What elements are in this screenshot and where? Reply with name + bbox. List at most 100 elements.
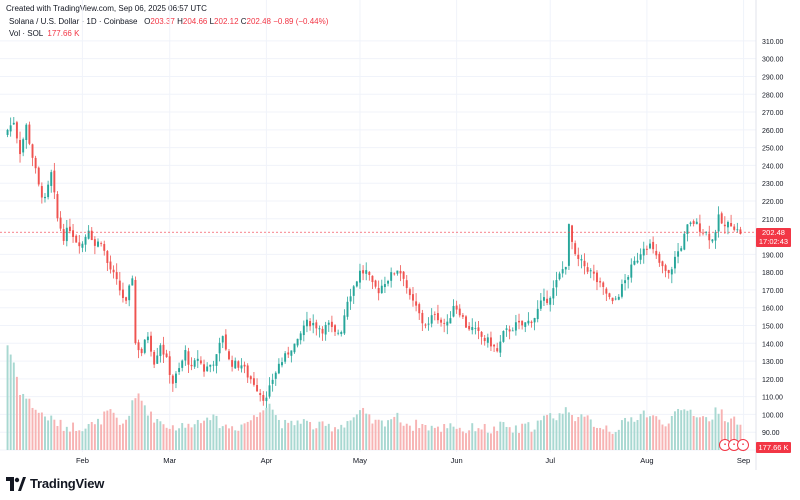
- volume-bar: [670, 416, 673, 450]
- candle-body: [611, 297, 614, 302]
- candle-body: [140, 348, 143, 354]
- volume-bar: [412, 430, 414, 450]
- volume-bar: [115, 417, 118, 450]
- volume-bar: [274, 415, 277, 450]
- candle-body: [608, 293, 611, 297]
- volume-bar: [692, 415, 695, 450]
- volume-bar: [268, 403, 271, 450]
- volume-bar: [324, 425, 327, 450]
- price-tick-label: 110.00: [762, 395, 783, 402]
- candle-body: [212, 364, 215, 366]
- volume-bar: [723, 421, 726, 450]
- volume-bar: [645, 417, 648, 450]
- volume-bar: [380, 420, 383, 450]
- candle-body: [393, 273, 396, 275]
- volume-bar: [726, 422, 729, 450]
- volume-bar: [174, 430, 177, 450]
- volume-bar: [474, 431, 477, 450]
- tradingview-logo-icon: [6, 476, 26, 491]
- candle-body: [636, 260, 639, 263]
- candle-body: [405, 280, 408, 288]
- volume-bar: [493, 426, 496, 450]
- candle-body: [739, 229, 742, 234]
- volume-bar: [203, 420, 206, 450]
- volume-bar: [546, 414, 549, 450]
- volume-bars: [6, 345, 742, 450]
- volume-bar: [430, 425, 433, 450]
- candle-body: [321, 328, 324, 334]
- volume-bar: [146, 415, 149, 450]
- volume-bar: [97, 418, 99, 450]
- volume-bar: [259, 412, 262, 450]
- volume-bar: [143, 405, 146, 450]
- candle-body: [44, 196, 46, 199]
- candle-body: [181, 360, 184, 368]
- volume-bar: [284, 419, 287, 450]
- candle-body: [305, 319, 308, 327]
- candle-body: [81, 243, 84, 248]
- low-value: 202.12: [214, 17, 239, 26]
- volume-bar: [390, 419, 393, 450]
- time-tick-label: Jul: [545, 456, 555, 465]
- tradingview-logo[interactable]: TradingView: [6, 476, 104, 491]
- candle-body: [673, 256, 676, 269]
- candle-body: [365, 270, 368, 274]
- volume-bar: [514, 425, 517, 450]
- candle-body: [683, 233, 686, 250]
- volume-bar: [199, 423, 202, 450]
- volume-bar: [321, 421, 324, 450]
- price-chart[interactable]: 80.0090.00100.00110.00120.00130.00140.00…: [0, 0, 800, 470]
- volume-bar: [271, 409, 274, 450]
- volume-bar: [658, 419, 661, 450]
- volume-bar: [518, 432, 520, 450]
- volume-bar: [524, 423, 527, 450]
- candle-body: [380, 285, 383, 294]
- volume-bar: [118, 424, 121, 450]
- candle-body: [209, 364, 212, 367]
- volume-bar: [461, 431, 464, 450]
- ohlc-legend: Solana / U.S. Dollar · 1D · Coinbase O20…: [9, 17, 328, 26]
- candle-body: [730, 223, 733, 227]
- volume-bar: [583, 416, 586, 450]
- volume-bar: [40, 412, 43, 450]
- volume-bar: [377, 419, 380, 450]
- volume-bar: [243, 423, 246, 450]
- volume-bar: [571, 415, 574, 450]
- candle-body: [714, 232, 717, 241]
- volume-bar: [355, 414, 358, 450]
- candle-body: [281, 362, 283, 366]
- volume-bar: [387, 420, 390, 450]
- candle-body: [9, 125, 12, 132]
- candle-body: [125, 297, 128, 301]
- candle-body: [655, 250, 658, 256]
- volume-bar: [471, 423, 474, 450]
- high-value: 204.66: [182, 17, 208, 26]
- candle-body: [561, 269, 564, 274]
- volume-bar: [50, 415, 53, 450]
- candle-body: [168, 356, 171, 375]
- candle-body: [287, 352, 290, 355]
- price-tick-label: 160.00: [762, 306, 784, 313]
- price-tick-label: 270.00: [762, 110, 784, 117]
- calendar-icon[interactable]: ▪: [737, 439, 749, 451]
- candle-body: [330, 321, 333, 327]
- volume-bar: [605, 425, 608, 450]
- volume-bar: [365, 413, 368, 450]
- volume-bar: [673, 411, 676, 450]
- volume-bar: [686, 410, 689, 450]
- volume-bar: [352, 417, 355, 450]
- price-tick-label: 230.00: [762, 181, 784, 188]
- candle-body: [471, 327, 474, 331]
- volume-bar: [334, 427, 336, 450]
- time-tick-label: May: [353, 456, 367, 465]
- event-icons[interactable]: ▪ ▪ ▪: [719, 439, 749, 451]
- close-label: C: [240, 17, 247, 26]
- volume-bar: [34, 409, 37, 450]
- volume-bar: [533, 429, 536, 450]
- volume-bar: [305, 420, 308, 450]
- candle-body: [511, 330, 514, 332]
- candle-body: [446, 321, 449, 326]
- price-tick-label: 120.00: [762, 377, 784, 384]
- volume-bar: [22, 393, 25, 450]
- volume-bar: [299, 423, 302, 450]
